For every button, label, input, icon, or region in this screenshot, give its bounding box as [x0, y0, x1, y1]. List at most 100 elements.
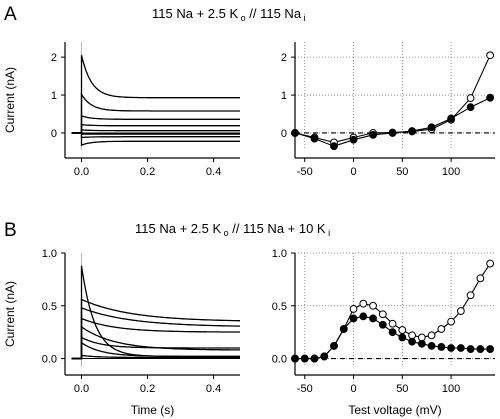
iv-point-filled	[486, 93, 495, 102]
y-axis-title: Current (nA)	[3, 67, 17, 133]
y-tick-label: 1.0	[272, 248, 287, 260]
trace-3	[71, 317, 241, 360]
y-tick-label: 0	[51, 128, 57, 140]
iv-point-filled	[486, 345, 495, 353]
x-tick-label: 0.4	[206, 383, 221, 395]
iv-point-open	[486, 51, 495, 60]
trace-3	[71, 123, 240, 134]
iv-line-filled	[294, 97, 491, 147]
iv-point-open	[466, 291, 475, 300]
iv-point-filled	[427, 341, 436, 350]
iv-point-open	[388, 319, 397, 328]
iv-point-filled	[447, 344, 455, 352]
iv-point-filled	[437, 343, 446, 351]
iv-point-filled	[339, 325, 348, 333]
iv-point-open	[476, 274, 485, 283]
iv-point-open	[369, 301, 377, 310]
iv-point-open	[359, 299, 368, 308]
iv-point-open	[466, 94, 475, 102]
trace-2	[71, 306, 240, 360]
iv-point-filled	[310, 354, 319, 363]
title-part: o	[221, 228, 229, 238]
iv-point-filled	[408, 127, 416, 135]
x-axis-title: Test voltage (mV)	[348, 403, 441, 417]
iv-point-filled	[349, 135, 358, 144]
y-tick-label: 0.0	[42, 354, 57, 366]
trace-5	[71, 132, 240, 135]
y-axis-title: Current (nA)	[3, 281, 17, 347]
panel-letter-a: A	[4, 4, 17, 25]
trace-0	[71, 265, 240, 360]
y-tick-label: 0.5	[272, 301, 287, 313]
title-part: // 115 Na	[246, 6, 302, 21]
x-axis-title: Time (s)	[131, 403, 175, 417]
title-part: // 115 Na + 10 K	[229, 221, 326, 236]
title-part: 115 Na + 2.5 K	[152, 6, 238, 21]
iv-point-filled	[310, 134, 319, 143]
iv-point-filled	[466, 103, 475, 112]
iv-point-filled	[456, 344, 465, 352]
chart-A-traces: 0.0 0.2 0.4 0 1 2 Current (nA)	[3, 42, 240, 178]
iv-point-open	[417, 333, 426, 342]
iv-point-filled	[447, 114, 455, 123]
y-tick-label: 0	[281, 128, 287, 140]
y-tick-label: 1.0	[42, 248, 57, 260]
iv-point-filled	[300, 354, 309, 363]
iv-point-filled	[417, 339, 426, 348]
x-tick-label: 100	[442, 383, 460, 395]
y-tick-label: 1	[281, 90, 287, 102]
x-tick-label: 0	[350, 166, 356, 178]
iv-point-open	[398, 326, 407, 334]
chart-B-iv: -50 0 50 100 0.0 0.5 1.0 Test voltage (mV)	[272, 248, 495, 417]
iv-point-filled	[291, 354, 299, 363]
iv-point-open	[447, 317, 455, 326]
panel-title-a: 115 Na + 2.5 K o // 115 Na i	[152, 6, 306, 23]
trace-1	[71, 92, 240, 134]
iv-point-filled	[369, 130, 377, 139]
x-tick-label: -50	[297, 166, 313, 178]
iv-point-filled	[330, 142, 338, 151]
iv-point-filled	[359, 312, 368, 321]
y-tick-label: 0.5	[42, 301, 57, 313]
title-part: o	[238, 13, 246, 23]
iv-point-filled	[398, 333, 407, 342]
y-tick-label: 2	[281, 52, 287, 64]
panel-letter-b: B	[4, 220, 17, 241]
x-tick-label: 0	[350, 383, 356, 395]
title-part: i	[326, 228, 331, 238]
iv-point-open	[437, 325, 446, 333]
iv-point-open	[349, 305, 358, 313]
trace-0	[71, 55, 240, 134]
iv-point-filled	[291, 129, 299, 137]
trace-2	[71, 115, 240, 134]
panel-title-b: 115 Na + 2.5 K o // 115 Na + 10 K i	[135, 221, 330, 238]
iv-point-open	[456, 307, 465, 315]
title-part: i	[301, 13, 306, 23]
x-tick-label: 100	[442, 166, 460, 178]
iv-point-open	[408, 331, 416, 340]
title-part: 115 Na + 2.5 K	[135, 221, 221, 236]
trace-1	[71, 298, 240, 360]
x-tick-label: 0.0	[74, 166, 89, 178]
iv-point-filled	[349, 314, 358, 323]
iv-point-open	[427, 331, 436, 340]
trace-6	[71, 341, 240, 360]
x-tick-label: -50	[297, 383, 313, 395]
x-tick-label: 0.2	[140, 383, 155, 395]
iv-point-filled	[427, 123, 436, 132]
iv-point-filled	[320, 352, 329, 361]
x-tick-label: 50	[396, 166, 408, 178]
iv-point-filled	[330, 341, 338, 350]
x-tick-label: 0.4	[206, 166, 221, 178]
x-tick-label: 0.2	[140, 166, 155, 178]
y-tick-label: 2	[51, 52, 57, 64]
x-tick-label: 50	[396, 383, 408, 395]
iv-point-filled	[408, 337, 416, 346]
iv-point-open	[486, 259, 495, 268]
iv-point-filled	[388, 129, 397, 137]
trace-4	[71, 129, 240, 134]
iv-point-filled	[378, 320, 387, 329]
iv-point-open	[378, 310, 387, 319]
